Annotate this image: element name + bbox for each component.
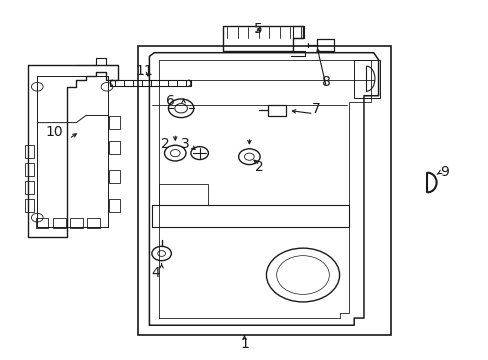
Bar (353, 60, 379, 98)
Bar (25, 145, 34, 158)
Bar (138, 45, 390, 335)
Text: 1: 1 (240, 337, 248, 351)
Text: 6: 6 (165, 94, 175, 108)
Bar (70, 218, 82, 228)
Text: 2: 2 (161, 137, 169, 151)
Bar (110, 80, 190, 86)
Bar (316, 40, 333, 51)
Bar (36, 218, 48, 228)
Text: 3: 3 (180, 137, 189, 151)
Bar (25, 199, 34, 212)
Text: 7: 7 (312, 102, 321, 116)
Text: 9: 9 (439, 165, 448, 179)
Bar (109, 116, 120, 129)
Bar (25, 181, 34, 194)
Bar (109, 170, 120, 183)
Bar (293, 26, 304, 39)
Bar (109, 141, 120, 154)
Bar (267, 105, 286, 116)
Text: 5: 5 (253, 22, 262, 36)
Text: 2: 2 (254, 161, 263, 175)
Text: 11: 11 (135, 64, 153, 78)
Text: 4: 4 (151, 266, 160, 279)
Bar (87, 218, 100, 228)
Text: 8: 8 (321, 76, 330, 89)
Bar (53, 218, 65, 228)
Text: 10: 10 (45, 125, 63, 139)
Bar (25, 163, 34, 176)
Bar (109, 199, 120, 212)
